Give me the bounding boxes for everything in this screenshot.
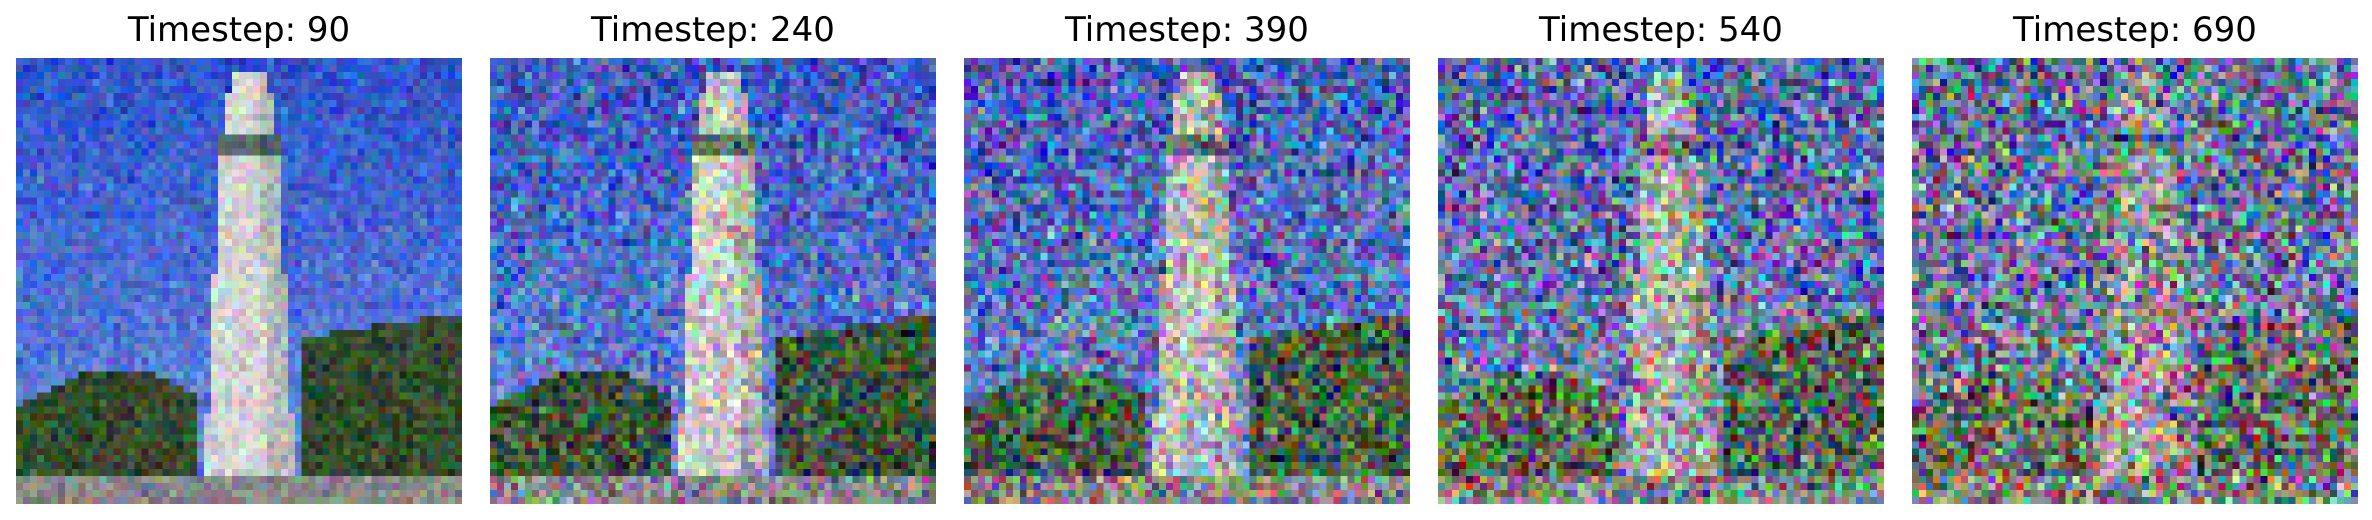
panel-title: Timestep: 540 xyxy=(1539,10,1783,50)
panel-title: Timestep: 390 xyxy=(1065,10,1309,50)
panel-title: Timestep: 690 xyxy=(2013,10,2257,50)
panel-timestep-690: Timestep: 690 xyxy=(1912,0,2358,520)
noisy-lighthouse-image xyxy=(1912,58,2358,504)
noisy-lighthouse-image xyxy=(1438,58,1884,504)
noisy-lighthouse-image xyxy=(490,58,936,504)
panel-title: Timestep: 90 xyxy=(127,10,351,50)
panel-timestep-240: Timestep: 240 xyxy=(490,0,936,520)
noisy-lighthouse-image xyxy=(964,58,1410,504)
panel-timestep-90: Timestep: 90 xyxy=(16,0,462,520)
panel-timestep-540: Timestep: 540 xyxy=(1438,0,1884,520)
noisy-lighthouse-image xyxy=(16,58,462,504)
panel-title: Timestep: 240 xyxy=(591,10,835,50)
panel-timestep-390: Timestep: 390 xyxy=(964,0,1410,520)
